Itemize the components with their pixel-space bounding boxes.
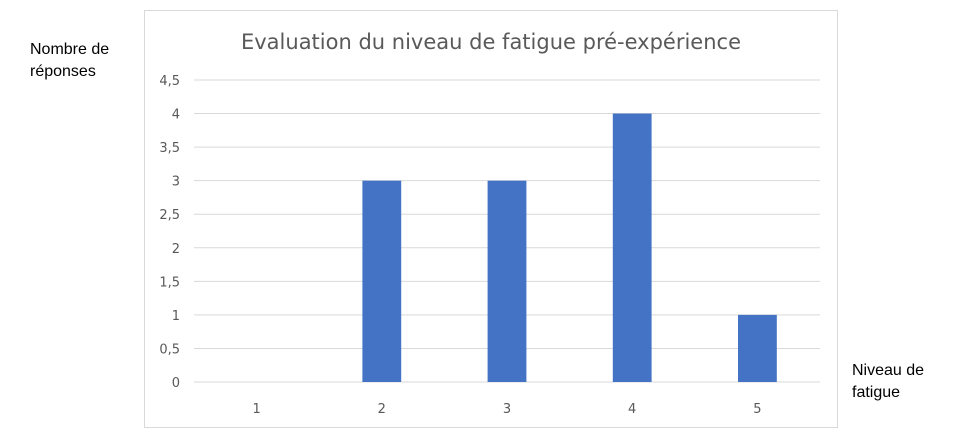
y-tick-label: 4,5 <box>159 74 180 89</box>
bar-5 <box>737 314 777 382</box>
chart-title: Evaluation du niveau de fatigue pré-expé… <box>240 30 742 54</box>
y-tick-label: 0 <box>172 376 180 391</box>
y-tick-label: 3 <box>172 175 180 190</box>
y-tick-label: 1,5 <box>159 275 180 290</box>
x-tick-label: 1 <box>252 402 260 417</box>
y-tick-label: 2,5 <box>159 208 180 223</box>
bar-4 <box>612 113 652 383</box>
x-axis-label: Niveau de fatigue <box>852 362 925 401</box>
bar-3 <box>487 180 527 382</box>
bar-2 <box>362 180 402 382</box>
y-tick-label: 3,5 <box>159 141 180 156</box>
x-tick-labels: 1 2 3 4 5 <box>252 402 761 417</box>
x-tick-label: 4 <box>628 402 636 417</box>
y-tick-label: 0,5 <box>159 342 180 357</box>
y-tick-label: 1 <box>172 309 180 324</box>
x-tick-label: 3 <box>503 402 511 417</box>
bars <box>362 113 777 383</box>
x-tick-label: 2 <box>378 402 386 417</box>
x-tick-label: 5 <box>753 402 761 417</box>
y-tick-label: 2 <box>172 242 180 257</box>
y-tick-labels: 0 0,5 1 1,5 2 2,5 3 3,5 4 4,5 <box>159 74 180 391</box>
y-axis-label: Nombre de réponses <box>30 41 110 80</box>
y-tick-label: 4 <box>172 108 180 123</box>
